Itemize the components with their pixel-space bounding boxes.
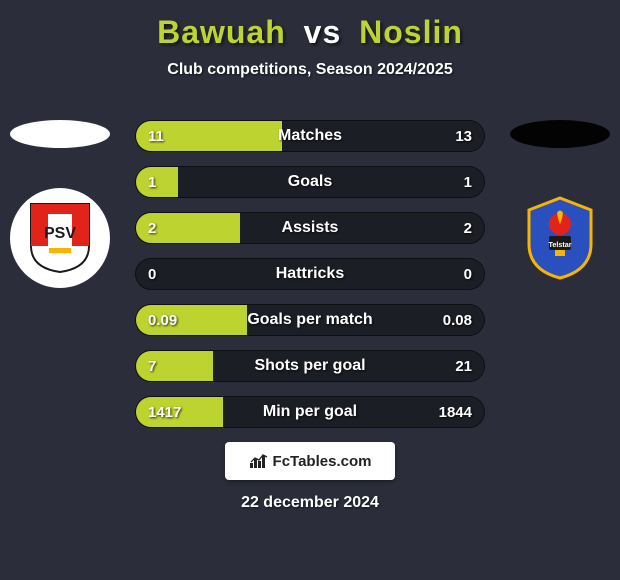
- left-side-column: PSV: [0, 120, 120, 288]
- stats-bars: 11 Matches 13 1 Goals 1 2 Assists 2 0 Ha…: [135, 120, 485, 512]
- stat-label: Goals: [136, 167, 484, 197]
- svg-text:PSV: PSV: [44, 225, 76, 242]
- psv-icon: PSV: [29, 202, 91, 274]
- stat-right-value: 13: [443, 121, 484, 151]
- snapshot-date: 22 december 2024: [135, 494, 485, 512]
- stat-row: 2 Assists 2: [135, 212, 485, 244]
- player-right-name: Noslin: [359, 14, 463, 50]
- stat-label: Shots per goal: [136, 351, 484, 381]
- svg-text:Telstar: Telstar: [548, 240, 571, 249]
- stat-row: 1417 Min per goal 1844: [135, 396, 485, 428]
- comparison-card: Bawuah vs Noslin Club competitions, Seas…: [0, 0, 620, 580]
- season-subtitle: Club competitions, Season 2024/2025: [0, 61, 620, 79]
- right-player-ellipse: [510, 120, 610, 148]
- bar-chart-icon: [249, 453, 269, 469]
- right-side-column: Telstar: [500, 120, 620, 288]
- fctables-logo: FcTables.com: [225, 442, 395, 480]
- stat-row: 7 Shots per goal 21: [135, 350, 485, 382]
- page-title: Bawuah vs Noslin: [0, 0, 620, 51]
- stat-row: 0 Hattricks 0: [135, 258, 485, 290]
- stat-label: Matches: [136, 121, 484, 151]
- fctables-text: FcTables.com: [273, 453, 372, 470]
- left-player-ellipse: [10, 120, 110, 148]
- stat-right-value: 0.08: [431, 305, 484, 335]
- stat-label: Hattricks: [136, 259, 484, 289]
- stat-row: 11 Matches 13: [135, 120, 485, 152]
- stat-row: 1 Goals 1: [135, 166, 485, 198]
- stat-right-value: 21: [443, 351, 484, 381]
- stat-right-value: 1: [452, 167, 484, 197]
- stat-right-value: 1844: [427, 397, 484, 427]
- stat-row: 0.09 Goals per match 0.08: [135, 304, 485, 336]
- telstar-icon: Telstar: [525, 196, 595, 280]
- vs-label: vs: [304, 14, 342, 50]
- player-left-name: Bawuah: [157, 14, 286, 50]
- stat-right-value: 2: [452, 213, 484, 243]
- right-club-crest: Telstar: [510, 188, 610, 288]
- stat-label: Assists: [136, 213, 484, 243]
- left-club-crest: PSV: [10, 188, 110, 288]
- stat-right-value: 0: [452, 259, 484, 289]
